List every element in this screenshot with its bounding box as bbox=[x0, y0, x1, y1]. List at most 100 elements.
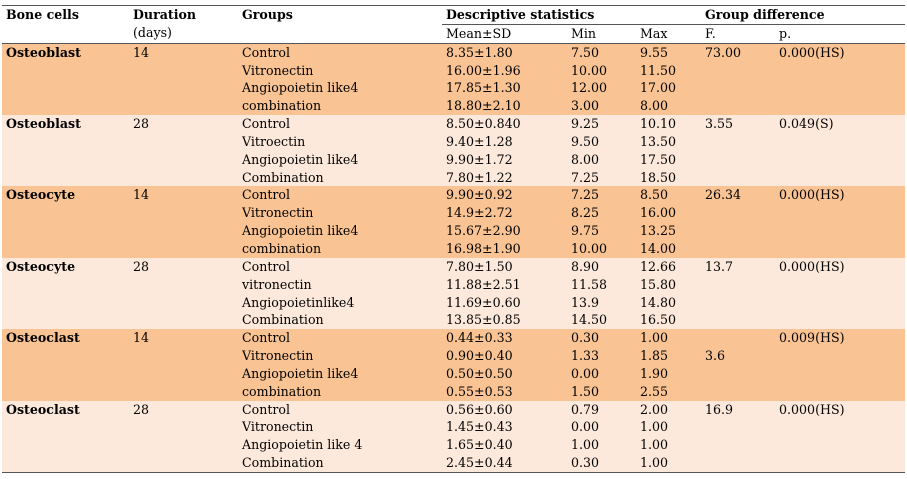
cell-max-value: 14.00 bbox=[636, 239, 702, 258]
table-row: Angiopoietin like4 15.67±2.90 9.75 13.25 bbox=[2, 222, 906, 240]
cell-min-value: 11.58 bbox=[567, 275, 636, 294]
cell-bone-cell: Osteoblast bbox=[2, 115, 129, 133]
cell-bone-cell bbox=[2, 382, 129, 401]
cell-p-value bbox=[775, 79, 906, 98]
cell-bone-cell bbox=[2, 79, 129, 98]
cell-p-value bbox=[775, 293, 906, 312]
cell-bone-cell bbox=[2, 275, 129, 294]
cell-p-value bbox=[775, 311, 906, 330]
cell-mean-sd: 0.90±0.40 bbox=[442, 347, 567, 365]
cell-f-value bbox=[701, 329, 776, 348]
cell-p-value bbox=[775, 168, 906, 187]
cell-duration bbox=[129, 222, 238, 240]
cell-group: Control bbox=[238, 329, 442, 348]
cell-p-value: 0.000(HS) bbox=[775, 186, 906, 205]
cell-min-value: 9.50 bbox=[567, 132, 636, 151]
statistics-table: Bone cells Duration Groups Descriptive s… bbox=[2, 5, 906, 473]
cell-p-value bbox=[775, 222, 906, 240]
cell-mean-sd: 9.90±1.72 bbox=[442, 150, 567, 169]
cell-duration: 28 bbox=[129, 257, 238, 276]
cell-mean-sd: 0.44±0.33 bbox=[442, 329, 567, 348]
cell-max-value: 13.25 bbox=[636, 222, 702, 240]
cell-max-value: 10.10 bbox=[636, 115, 702, 133]
cell-mean-sd: 14.9±2.72 bbox=[442, 204, 567, 223]
cell-max-value: 17.50 bbox=[636, 150, 702, 169]
cell-bone-cell bbox=[2, 132, 129, 151]
cell-mean-sd: 8.50±0.840 bbox=[442, 115, 567, 133]
table-row: Angiopoietin like4 0.50±0.50 0.00 1.90 bbox=[2, 364, 906, 383]
cell-group: Angiopoietin like4 bbox=[238, 222, 442, 240]
cell-mean-sd: 7.80±1.50 bbox=[442, 257, 567, 276]
cell-group: Combination bbox=[238, 168, 442, 187]
cell-min-value: 9.25 bbox=[567, 115, 636, 133]
cell-p-value: 0.049(S) bbox=[775, 115, 906, 133]
cell-max-value: 2.55 bbox=[636, 382, 702, 401]
cell-max-value: 11.50 bbox=[636, 61, 702, 80]
cell-bone-cell bbox=[2, 204, 129, 223]
table-row: Angiopoietin like4 9.90±1.72 8.00 17.50 bbox=[2, 150, 906, 169]
cell-min-value: 0.00 bbox=[567, 364, 636, 383]
cell-group: Control bbox=[238, 257, 442, 276]
table-row: Osteoblast 28 Control 8.50±0.840 9.25 10.10 3.… bbox=[2, 115, 906, 133]
table-row: combination 18.80±2.10 3.00 8.00 bbox=[2, 97, 906, 116]
cell-p-value bbox=[775, 364, 906, 383]
cell-f-value: 73.00 bbox=[701, 43, 776, 62]
cell-max-value: 13.50 bbox=[636, 132, 702, 151]
cell-bone-cell bbox=[2, 454, 129, 473]
cell-max-value: 1.85 bbox=[636, 347, 702, 365]
cell-bone-cell bbox=[2, 418, 129, 437]
cell-mean-sd: 11.69±0.60 bbox=[442, 293, 567, 312]
table-row: Combination 2.45±0.44 0.30 1.00 bbox=[2, 454, 906, 473]
table-row: Combination 7.80±1.22 7.25 18.50 bbox=[2, 168, 906, 187]
cell-p-value bbox=[775, 275, 906, 294]
cell-max-value: 1.00 bbox=[636, 418, 702, 437]
cell-duration: 14 bbox=[129, 43, 238, 62]
cell-max-value: 1.90 bbox=[636, 364, 702, 383]
cell-duration: 28 bbox=[129, 400, 238, 419]
cell-max-value: 16.00 bbox=[636, 204, 702, 223]
cell-group: Angiopoietin like 4 bbox=[238, 436, 442, 455]
cell-duration bbox=[129, 132, 238, 151]
cell-min-value: 1.33 bbox=[567, 347, 636, 365]
cell-duration bbox=[129, 204, 238, 223]
cell-p-value bbox=[775, 204, 906, 223]
cell-max-value: 1.00 bbox=[636, 454, 702, 473]
cell-mean-sd: 11.88±2.51 bbox=[442, 275, 567, 294]
cell-f-value bbox=[701, 418, 776, 437]
cell-f-value bbox=[701, 436, 776, 455]
cell-duration bbox=[129, 239, 238, 258]
cell-mean-sd: 16.98±1.90 bbox=[442, 239, 567, 258]
cell-duration bbox=[129, 418, 238, 437]
cell-p-value bbox=[775, 61, 906, 80]
header-duration-unit: (days) bbox=[129, 24, 238, 44]
table-body: Osteoblast 14 Control 8.35±1.80 7.50 9.55 73.0… bbox=[2, 43, 906, 473]
cell-f-value bbox=[701, 239, 776, 258]
cell-duration bbox=[129, 311, 238, 330]
cell-duration bbox=[129, 150, 238, 169]
cell-f-value bbox=[701, 61, 776, 80]
cell-bone-cell: Osteoclast bbox=[2, 400, 129, 419]
cell-duration bbox=[129, 364, 238, 383]
cell-mean-sd: 1.65±0.40 bbox=[442, 436, 567, 455]
cell-group: Angiopoietin like4 bbox=[238, 79, 442, 98]
cell-p-value bbox=[775, 132, 906, 151]
header-groups: Groups bbox=[238, 5, 442, 25]
cell-min-value: 8.90 bbox=[567, 257, 636, 276]
header-row-1: Bone cells Duration Groups Descriptive s… bbox=[2, 5, 906, 25]
cell-mean-sd: 0.50±0.50 bbox=[442, 364, 567, 383]
cell-mean-sd: 7.80±1.22 bbox=[442, 168, 567, 187]
cell-mean-sd: 8.35±1.80 bbox=[442, 43, 567, 62]
cell-bone-cell: Osteoblast bbox=[2, 43, 129, 62]
cell-max-value: 12.66 bbox=[636, 257, 702, 276]
cell-max-value: 1.00 bbox=[636, 436, 702, 455]
cell-min-value: 14.50 bbox=[567, 311, 636, 330]
cell-bone-cell bbox=[2, 168, 129, 187]
cell-f-value bbox=[701, 293, 776, 312]
cell-f-value bbox=[701, 150, 776, 169]
cell-p-value: 0.000(HS) bbox=[775, 257, 906, 276]
cell-mean-sd: 18.80±2.10 bbox=[442, 97, 567, 116]
header-duration: Duration bbox=[129, 5, 238, 25]
cell-f-value bbox=[701, 222, 776, 240]
header-group-difference: Group difference bbox=[701, 5, 906, 25]
header-mean-sd: Mean±SD bbox=[442, 24, 567, 44]
